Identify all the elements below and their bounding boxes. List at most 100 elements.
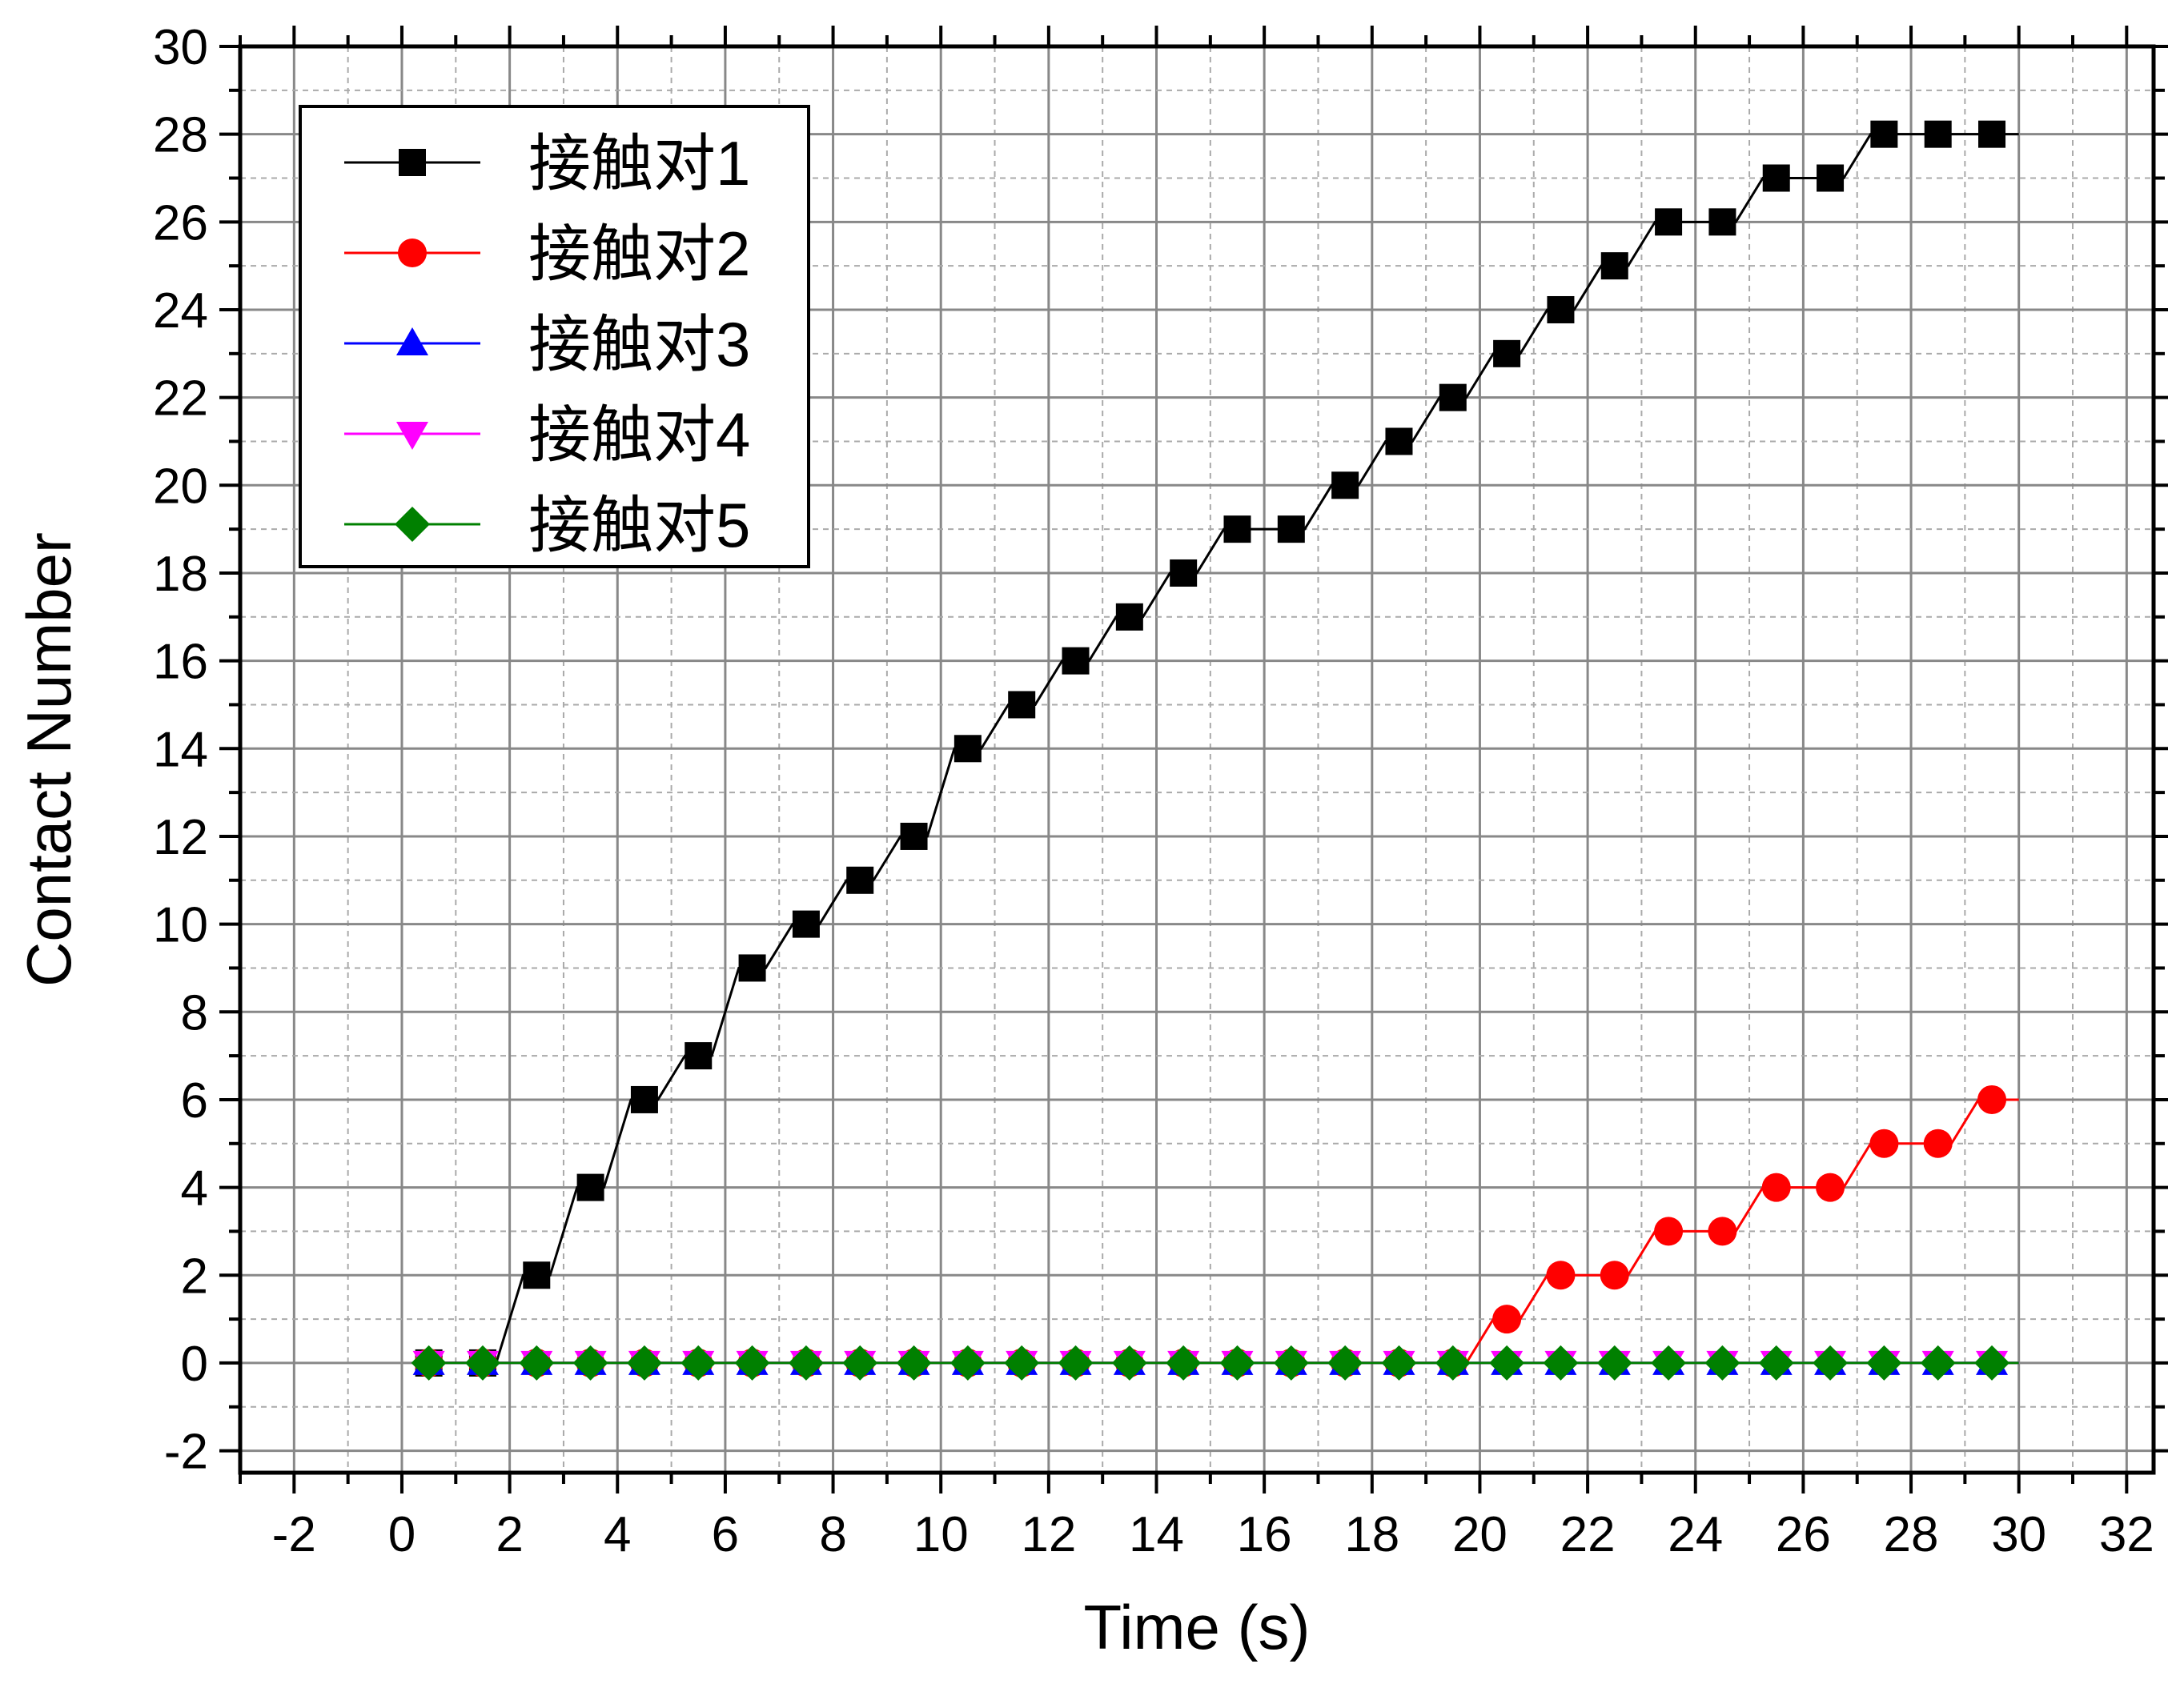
data-point bbox=[954, 735, 982, 763]
x-tick-label: 2 bbox=[496, 1507, 523, 1562]
data-point bbox=[1655, 208, 1683, 236]
x-tick-label: 14 bbox=[1129, 1507, 1184, 1562]
x-tick-label: 10 bbox=[913, 1507, 969, 1562]
legend-marker bbox=[398, 239, 427, 267]
data-point bbox=[1974, 1345, 2010, 1381]
x-tick-label: 22 bbox=[1560, 1507, 1616, 1562]
legend-item: 接触对2 bbox=[344, 219, 750, 289]
x-tick-label: 32 bbox=[2099, 1507, 2154, 1562]
legend-label: 接触对4 bbox=[528, 399, 750, 470]
data-point bbox=[792, 910, 820, 938]
data-point bbox=[1920, 1345, 1956, 1381]
legend-marker bbox=[399, 149, 426, 176]
axes: -2 0 2 4 6 8 10 12 14 16 18 20 22 24 26 28 30 32-20246810… bbox=[153, 20, 2168, 1562]
y-tick-label: 20 bbox=[153, 459, 208, 514]
legend-item: 接触对3 bbox=[344, 309, 750, 379]
data-point bbox=[1170, 559, 1198, 587]
x-tick-label: 16 bbox=[1237, 1507, 1292, 1562]
legend-item: 接触对1 bbox=[344, 128, 750, 198]
data-point bbox=[464, 1345, 500, 1381]
data-point bbox=[1489, 1345, 1525, 1381]
data-point bbox=[1651, 1345, 1687, 1381]
y-tick-label: 14 bbox=[153, 722, 208, 777]
data-point bbox=[626, 1345, 662, 1381]
series-1 bbox=[415, 120, 2019, 1377]
x-tick-label: 28 bbox=[1884, 1507, 1939, 1562]
data-point bbox=[576, 1173, 604, 1201]
data-point bbox=[1493, 339, 1521, 367]
data-point bbox=[1762, 164, 1790, 192]
y-tick-label: 28 bbox=[153, 108, 208, 163]
data-point bbox=[1004, 1345, 1040, 1381]
data-point bbox=[1596, 1345, 1632, 1381]
data-point bbox=[738, 954, 766, 982]
data-point bbox=[1439, 383, 1467, 411]
data-point bbox=[1008, 691, 1036, 719]
data-point bbox=[846, 866, 874, 894]
data-point bbox=[842, 1345, 878, 1381]
data-point bbox=[519, 1345, 555, 1381]
data-point bbox=[1062, 647, 1090, 675]
data-point bbox=[572, 1345, 608, 1381]
x-tick-label: -2 bbox=[272, 1507, 316, 1562]
plot-frame bbox=[238, 44, 2156, 1475]
x-tick-label: 8 bbox=[819, 1507, 846, 1562]
legend-box bbox=[299, 105, 810, 568]
data-point bbox=[1758, 1345, 1794, 1381]
y-tick-label: 18 bbox=[153, 547, 208, 602]
data-point bbox=[1166, 1345, 1202, 1381]
data-point bbox=[1816, 1173, 1845, 1202]
y-tick-label: 26 bbox=[153, 195, 208, 251]
data-point bbox=[1547, 295, 1575, 323]
y-tick-label: 24 bbox=[153, 283, 208, 339]
y-axis-title: Contact Number bbox=[14, 532, 84, 987]
data-point bbox=[1870, 120, 1898, 148]
data-point bbox=[1761, 1173, 1791, 1202]
x-tick-label: 4 bbox=[604, 1507, 631, 1562]
data-point bbox=[1977, 1085, 2007, 1114]
legend-label: 接触对2 bbox=[528, 219, 750, 289]
data-point bbox=[1546, 1261, 1576, 1290]
data-point bbox=[1273, 1345, 1309, 1381]
legend: 接触对1 接触对2 接触对3 接触对4 接触对5 bbox=[299, 105, 810, 568]
data-point bbox=[630, 1085, 658, 1113]
series-5 bbox=[411, 1345, 2019, 1381]
x-tick-label: 20 bbox=[1452, 1507, 1508, 1562]
data-point bbox=[1435, 1345, 1471, 1381]
data-point bbox=[523, 1261, 551, 1289]
data-point bbox=[950, 1345, 986, 1381]
y-tick-label: 16 bbox=[153, 635, 208, 690]
data-point bbox=[1813, 1345, 1849, 1381]
legend-item: 接触对5 bbox=[344, 490, 750, 560]
data-point bbox=[1223, 515, 1251, 543]
data-point bbox=[1385, 427, 1413, 455]
data-point bbox=[1600, 1261, 1629, 1290]
y-tick-label: 22 bbox=[153, 371, 208, 427]
data-point bbox=[411, 1345, 447, 1381]
data-point bbox=[788, 1345, 824, 1381]
legend-label: 接触对5 bbox=[528, 490, 750, 560]
data-point bbox=[896, 1345, 932, 1381]
y-tick-label: 30 bbox=[153, 20, 208, 75]
y-tick-label: 2 bbox=[181, 1249, 208, 1304]
y-tick-label: 0 bbox=[181, 1337, 208, 1392]
data-point bbox=[1924, 120, 1952, 148]
y-tick-label: 4 bbox=[181, 1161, 208, 1217]
data-point bbox=[1704, 1345, 1740, 1381]
data-point bbox=[1219, 1345, 1255, 1381]
data-point bbox=[1327, 1345, 1363, 1381]
data-point bbox=[1866, 1345, 1902, 1381]
x-tick-label: 24 bbox=[1668, 1507, 1723, 1562]
data-point bbox=[1492, 1305, 1522, 1334]
x-axis-title: Time (s) bbox=[1083, 1592, 1310, 1662]
x-tick-label: 0 bbox=[388, 1507, 416, 1562]
legend-label: 接触对3 bbox=[528, 309, 750, 379]
y-tick-label: 10 bbox=[153, 898, 208, 953]
y-tick-label: 6 bbox=[181, 1073, 208, 1129]
y-tick-label: -2 bbox=[164, 1425, 208, 1480]
data-point bbox=[1381, 1345, 1417, 1381]
grid bbox=[239, 45, 2154, 1473]
data-point bbox=[1708, 208, 1736, 236]
